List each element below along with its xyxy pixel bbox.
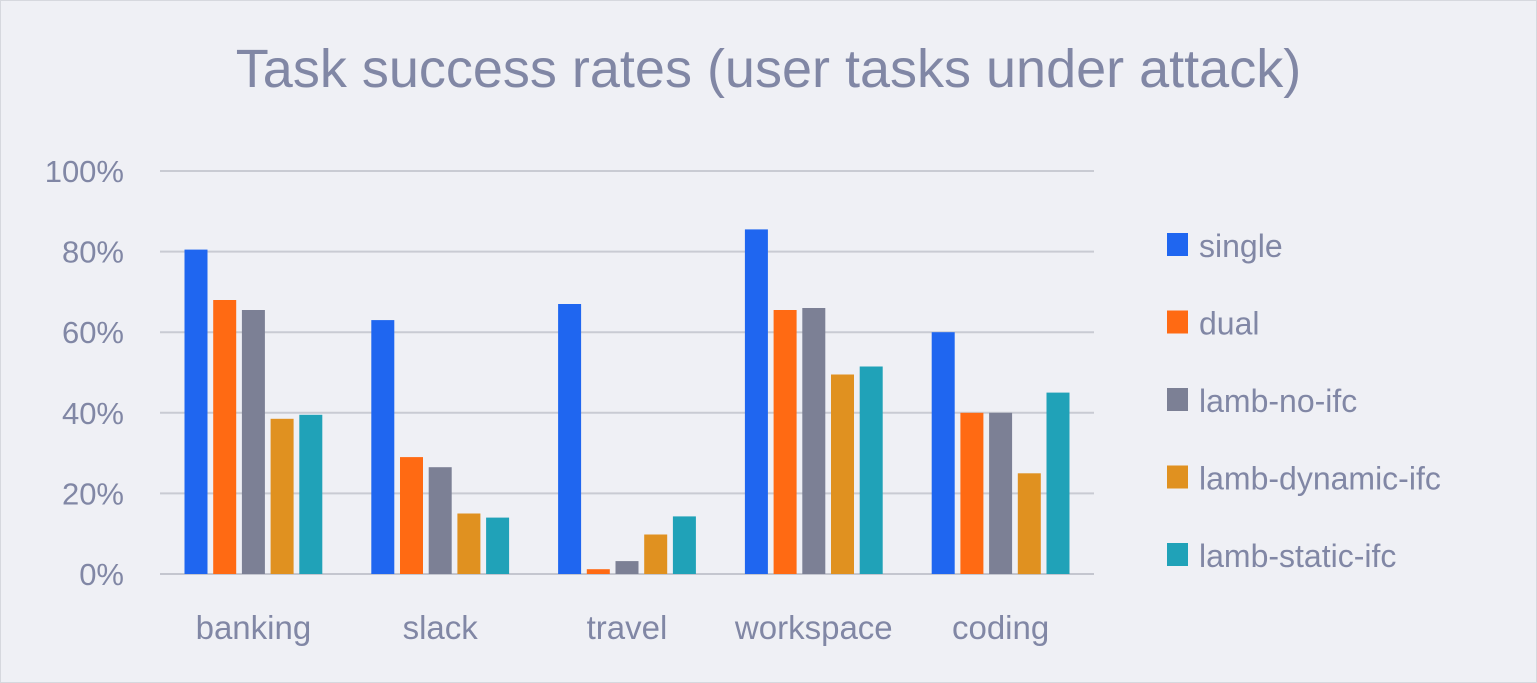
- bar-lamb-no-ifc-slack: [428, 467, 452, 574]
- bar-lamb-dynamic-ifc-banking: [270, 418, 294, 574]
- bars: [184, 229, 1070, 575]
- y-tick-label: 60%: [62, 315, 124, 350]
- legend-label: lamb-static-ifc: [1199, 538, 1396, 574]
- legend-item-dual: dual: [1167, 306, 1260, 342]
- bar-dual-workspace: [773, 310, 797, 574]
- legend-label: single: [1199, 228, 1283, 264]
- bar-lamb-dynamic-ifc-workspace: [831, 374, 854, 574]
- bar-lamb-dynamic-ifc-slack: [457, 513, 481, 574]
- bar-lamb-static-ifc-slack: [486, 517, 510, 574]
- bar-dual-banking: [213, 300, 237, 574]
- bar-dual-slack: [400, 457, 423, 574]
- bar-group-slack: [371, 320, 510, 574]
- chart-title: Task success rates (user tasks under att…: [235, 39, 1302, 99]
- bar-lamb-static-ifc-workspace: [859, 366, 883, 574]
- x-tick-label: travel: [587, 609, 668, 646]
- bar-single-banking: [184, 249, 208, 574]
- legend-item-lamb-static-ifc: lamb-static-ifc: [1167, 538, 1396, 574]
- legend-swatch: [1167, 543, 1188, 566]
- y-tick-label: 20%: [62, 476, 124, 511]
- legend-item-single: single: [1167, 228, 1283, 264]
- x-tick-label: banking: [196, 609, 312, 646]
- x-tick-label: coding: [952, 609, 1049, 646]
- y-tick-label: 40%: [62, 396, 124, 431]
- x-tick-label: workspace: [734, 609, 893, 646]
- bar-dual-travel: [586, 569, 610, 574]
- bar-single-travel: [558, 304, 582, 574]
- bar-single-slack: [371, 320, 395, 574]
- bar-lamb-no-ifc-coding: [989, 412, 1013, 574]
- y-tick-label: 0%: [79, 557, 124, 592]
- x-axis-ticks: banking slack travel workspace coding: [196, 609, 1050, 646]
- legend-item-lamb-no-ifc: lamb-no-ifc: [1167, 383, 1357, 419]
- legend-label: dual: [1199, 306, 1260, 342]
- bar-group-banking: [184, 249, 323, 574]
- bar-group-coding: [931, 332, 1070, 575]
- legend-label: lamb-dynamic-ifc: [1199, 461, 1441, 497]
- bar-lamb-no-ifc-travel: [615, 561, 639, 574]
- y-axis-ticks: 0% 20% 40% 60% 80% 100%: [45, 154, 124, 592]
- legend-item-lamb-dynamic-ifc: lamb-dynamic-ifc: [1167, 461, 1441, 497]
- legend-swatch: [1167, 233, 1188, 256]
- bar-group-workspace: [744, 229, 883, 574]
- bar-lamb-no-ifc-banking: [241, 310, 265, 574]
- bar-dual-coding: [960, 412, 984, 574]
- bar-single-workspace: [744, 229, 768, 574]
- bar-lamb-no-ifc-workspace: [802, 308, 826, 574]
- y-tick-label: 100%: [45, 154, 124, 189]
- legend-swatch: [1167, 388, 1188, 411]
- y-tick-label: 80%: [62, 235, 124, 270]
- bar-lamb-static-ifc-banking: [299, 414, 323, 574]
- bar-group-travel: [558, 304, 696, 574]
- legend-swatch: [1167, 310, 1188, 334]
- legend-label: lamb-no-ifc: [1199, 383, 1357, 419]
- x-tick-label: slack: [403, 609, 479, 646]
- bar-lamb-dynamic-ifc-travel: [644, 534, 668, 574]
- bar-lamb-static-ifc-coding: [1046, 392, 1070, 574]
- bar-single-coding: [931, 332, 955, 574]
- legend: single dual lamb-no-ifc lamb-dynamic-ifc lam…: [1167, 228, 1441, 574]
- legend-swatch: [1167, 465, 1188, 489]
- bar-lamb-static-ifc-travel: [672, 516, 696, 574]
- bar-lamb-dynamic-ifc-coding: [1017, 473, 1041, 575]
